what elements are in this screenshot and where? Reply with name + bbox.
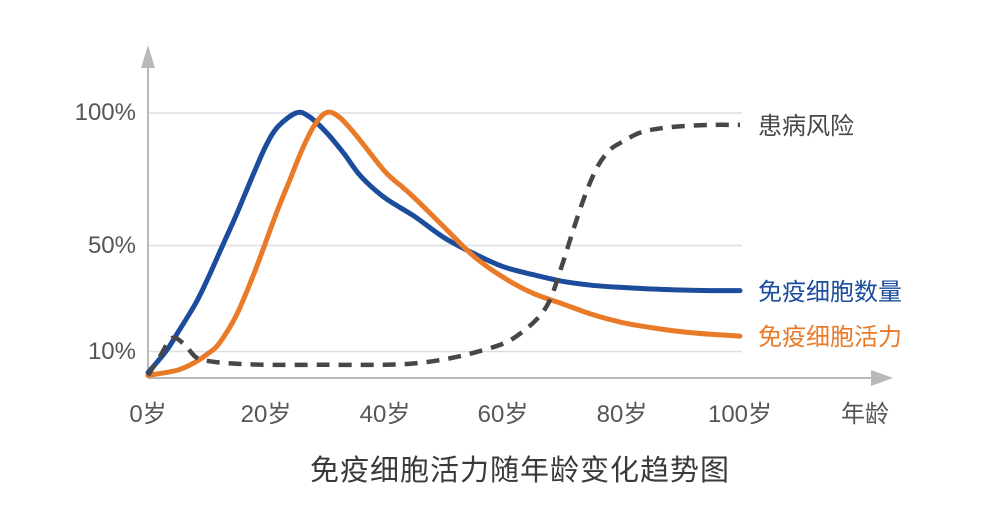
- x-axis-unit-label: 年龄: [841, 401, 889, 428]
- immune-cell-count-line: [145, 109, 743, 376]
- disease-risk-line: [146, 122, 741, 377]
- x-tick-label-40: 40岁: [359, 401, 411, 428]
- x-axis-arrow-icon: [871, 370, 893, 386]
- legend-label-immune-cell-vitality: 免疫细胞活力: [758, 324, 902, 351]
- gridlines: [148, 112, 742, 353]
- x-tick-label-100: 100岁: [707, 401, 773, 428]
- x-tick-label-0: 0岁: [129, 401, 167, 428]
- legend-label-disease-risk: 患病风险: [758, 113, 854, 140]
- series-lines: [145, 109, 743, 378]
- y-tick-label-50: 50%: [87, 232, 136, 259]
- y-tick-label-10: 10%: [87, 338, 136, 365]
- immune-cell-vitality-line: [145, 109, 743, 378]
- x-tick-label-80: 80岁: [596, 401, 648, 428]
- y-axis-arrow-icon: [141, 45, 155, 68]
- y-tick-label-100: 100%: [74, 99, 136, 126]
- chart-title: 免疫细胞活力随年龄变化趋势图: [309, 455, 730, 487]
- x-tick-label-20: 20岁: [240, 401, 292, 428]
- x-tick-label-60: 60岁: [477, 401, 529, 428]
- legend-label-immune-cell-count: 免疫细胞数量: [758, 279, 902, 306]
